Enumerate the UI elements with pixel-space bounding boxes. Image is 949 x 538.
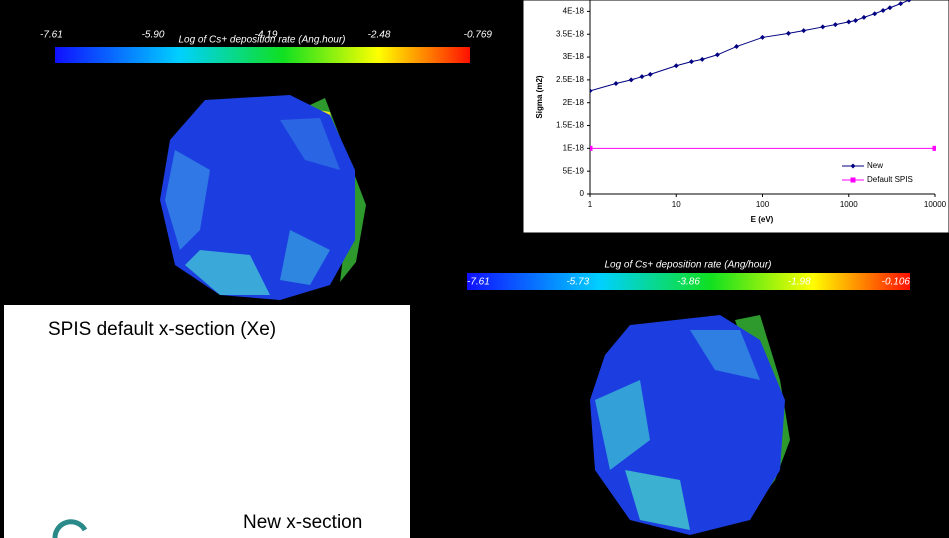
y-tick-label: 5E-19 [563, 166, 585, 175]
x-tick-label: 10 [672, 200, 681, 209]
x-tick-label: 1000 [840, 200, 858, 209]
x-tick-label: 1 [588, 200, 593, 209]
colorbar-label: -3.86 [677, 277, 700, 288]
y-tick-label: 3E-18 [563, 52, 585, 61]
colorbar-label: -5.73 [566, 277, 589, 288]
y-tick-label: 0 [580, 189, 585, 198]
x-tick-label: 100 [756, 200, 770, 209]
legend-label: New [867, 161, 883, 170]
colorbar-label: -7.61 [40, 30, 63, 41]
y-tick-label: 2E-18 [563, 98, 585, 107]
colorbar-label: -1.98 [788, 277, 811, 288]
left-border [0, 305, 4, 538]
logo [55, 522, 85, 538]
y-tick-label: 1E-18 [563, 143, 585, 152]
colorbar-title: Log of Cs+ deposition rate (Ang/hour) [604, 260, 771, 271]
y-axis-label: Sigma (m2) [535, 75, 544, 118]
slide: Log of Cs+ deposition rate (Ang.hour) -7… [0, 0, 949, 538]
sphere-render [590, 315, 790, 535]
colorbar-label: -4.19 [255, 30, 278, 41]
chart-panel [523, 0, 949, 233]
colorbar-label: -0.769 [464, 30, 493, 41]
y-tick-label: 4E-18 [563, 7, 585, 16]
y-tick-label: 2.5E-18 [556, 75, 585, 84]
colorbar [55, 47, 470, 63]
x-tick-label: 10000 [924, 200, 947, 209]
y-tick-label: 1.5E-18 [556, 121, 585, 130]
colorbar-label: -5.90 [142, 30, 165, 41]
colorbar-label: -0.106 [882, 277, 911, 288]
colorbar-label: -7.61 [467, 277, 490, 288]
caption: SPIS default x-section (Xe) [48, 319, 276, 340]
colorbar-label: -2.48 [368, 30, 391, 41]
caption: New x-section [243, 512, 362, 533]
legend-label: Default SPIS [867, 175, 913, 184]
sphere-render [160, 95, 366, 300]
x-axis-label: E (eV) [751, 215, 774, 224]
y-tick-label: 3.5E-18 [556, 29, 585, 38]
